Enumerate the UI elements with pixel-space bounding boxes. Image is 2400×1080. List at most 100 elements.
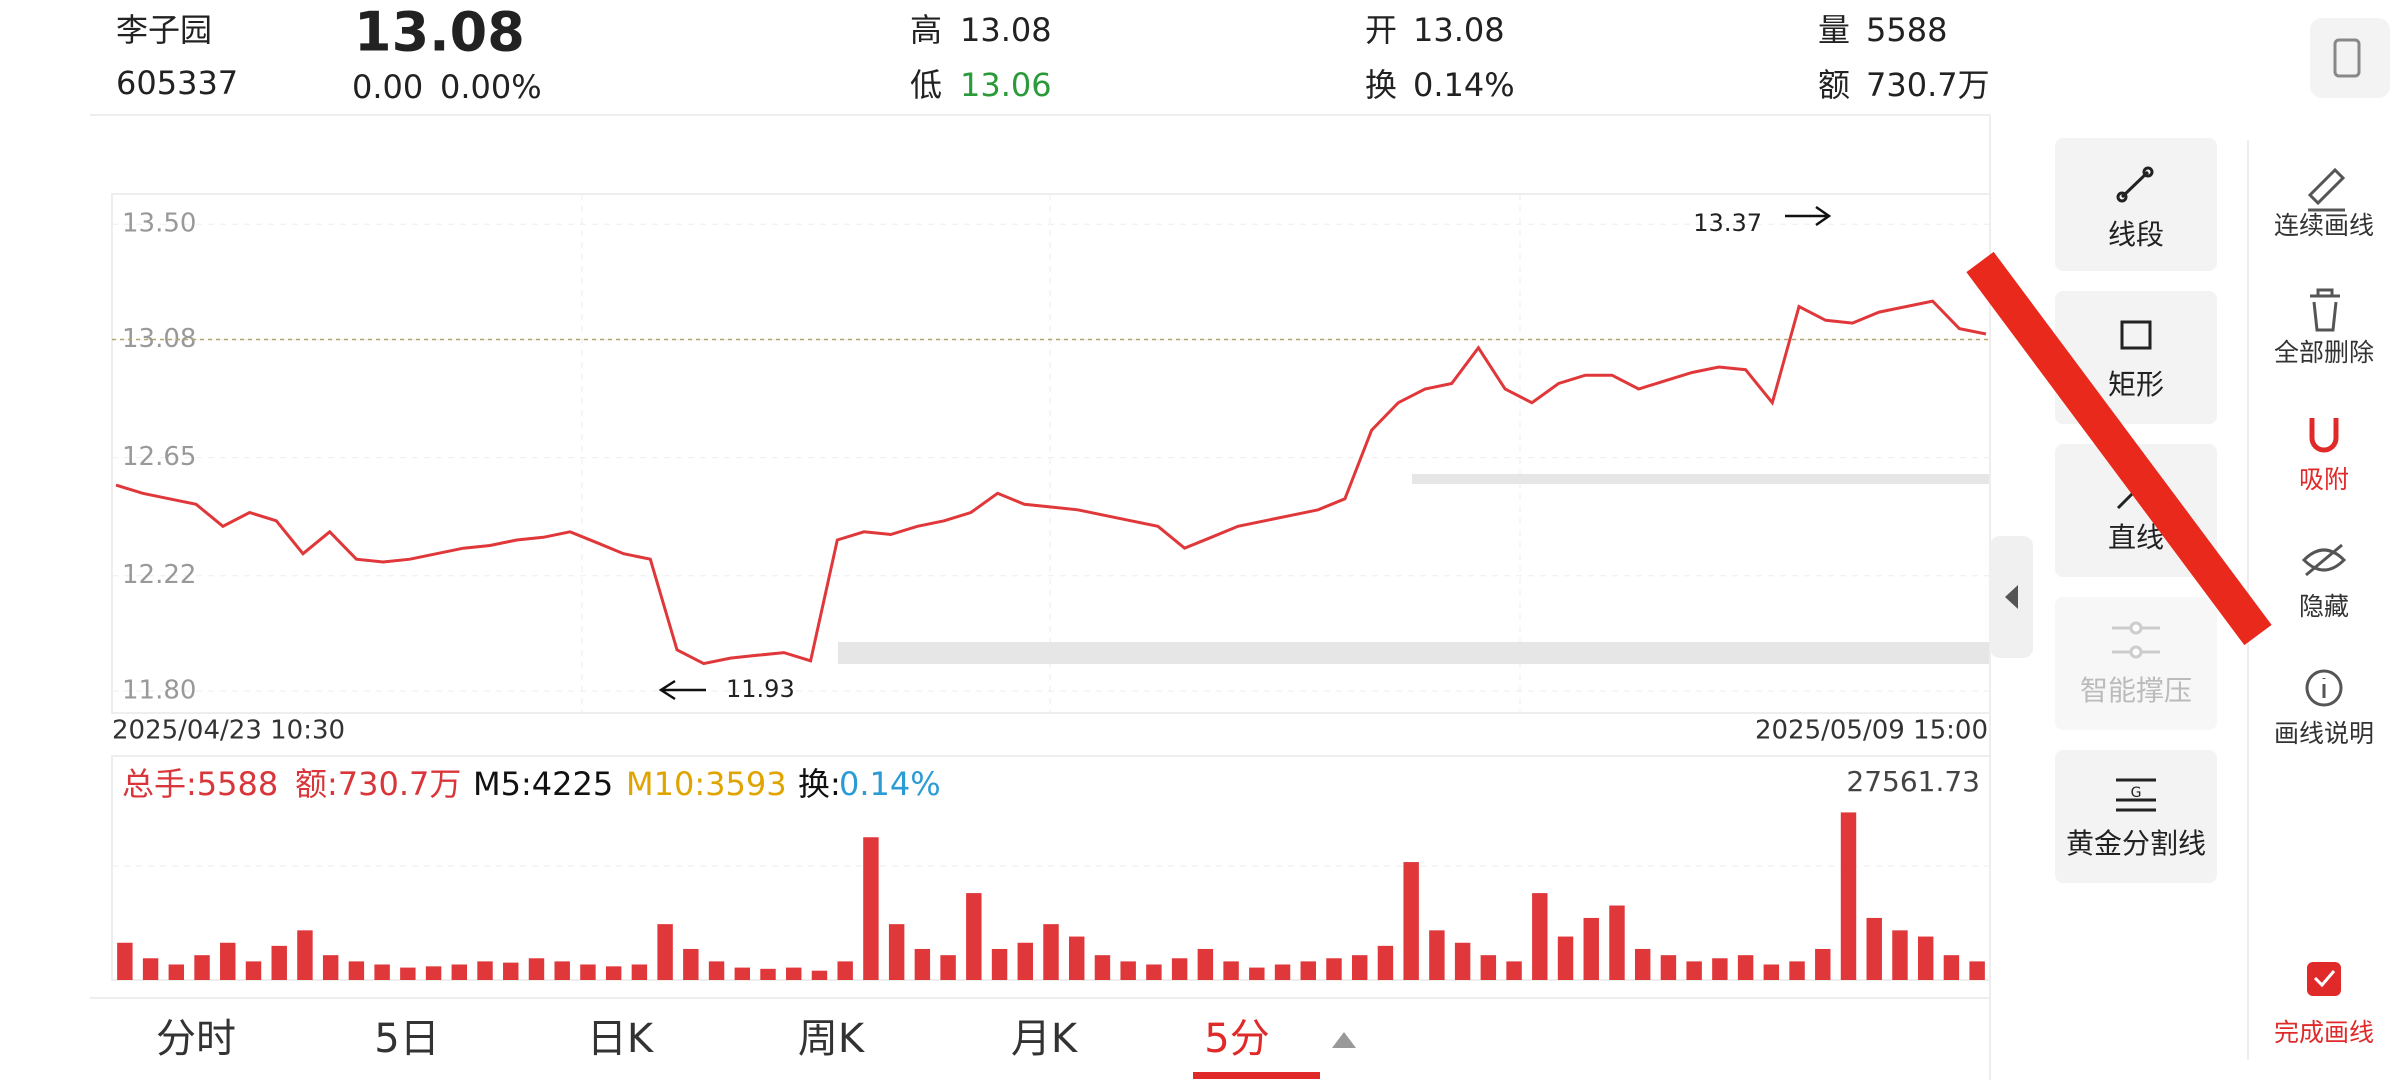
volume-bar xyxy=(477,961,493,980)
side-action[interactable]: 隐藏 xyxy=(2299,592,2349,621)
volume-bar xyxy=(1789,961,1805,980)
volume-bar xyxy=(734,967,751,980)
tool-button-disabled[interactable] xyxy=(2055,597,2217,730)
volume-bar xyxy=(1197,948,1214,980)
volume-bar xyxy=(1043,924,1059,980)
volume-bar xyxy=(297,930,313,980)
volume-bar xyxy=(1763,964,1780,980)
volume-bar xyxy=(1274,964,1291,980)
volume-bar xyxy=(1557,936,1574,980)
volume-bar xyxy=(1171,958,1188,980)
volume-chart xyxy=(111,755,1991,981)
annotation-stroke xyxy=(1966,251,2272,646)
tool-button[interactable] xyxy=(2055,138,2217,271)
volume-bar xyxy=(194,955,210,980)
volume-bar xyxy=(1094,955,1111,980)
side-action[interactable]: 画线说明 xyxy=(2274,719,2374,748)
tab[interactable]: 日K xyxy=(587,1016,655,1062)
icon: G xyxy=(2131,785,2142,801)
label: 低 xyxy=(910,66,942,104)
legend-turnover-label: 换: xyxy=(798,765,841,803)
icon xyxy=(2129,645,2143,659)
price: 13.08 xyxy=(354,1,525,64)
legend-turnover: 0.14% xyxy=(839,765,941,803)
side-action[interactable]: 吸附 xyxy=(2299,465,2349,494)
volume-bar xyxy=(657,924,673,980)
volume-bar xyxy=(1454,942,1471,980)
label: 额 xyxy=(1818,66,1850,104)
gap-band xyxy=(1412,474,1990,484)
icon xyxy=(2307,962,2341,996)
y-tick-label: 12.65 xyxy=(122,442,196,472)
tool-label: 黄金分割线 xyxy=(2066,827,2206,860)
icon xyxy=(2120,170,2150,199)
volume-bar xyxy=(580,964,596,980)
dropdown-arrow[interactable] xyxy=(1332,1032,1356,1048)
volume-bar xyxy=(1737,955,1754,980)
tool-label: 智能撑压 xyxy=(2080,674,2192,707)
volume-bar xyxy=(1120,961,1136,980)
volume-bar xyxy=(1223,961,1239,980)
change: 0.00 xyxy=(352,68,423,106)
volume-bar xyxy=(1532,893,1548,980)
volume-bar xyxy=(1943,955,1960,980)
legend-m5: M5:4225 xyxy=(473,765,613,803)
label: 高 xyxy=(910,11,942,49)
value: 5588 xyxy=(1866,11,1947,49)
side-action[interactable]: 完成画线 xyxy=(2274,1018,2374,1047)
volume-bar xyxy=(348,961,365,980)
tab[interactable]: 5日 xyxy=(374,1016,439,1062)
arrow xyxy=(1785,205,1832,227)
volume-bar xyxy=(1249,967,1265,980)
tab[interactable]: 月K xyxy=(1011,1016,1079,1062)
icon xyxy=(2333,38,2361,78)
device-button[interactable] xyxy=(2310,18,2390,98)
legend-amount: 额:730.7万 xyxy=(295,765,461,803)
volume-bar xyxy=(760,968,776,980)
volume-bar xyxy=(1017,942,1033,980)
value: 13.08 xyxy=(1413,11,1505,49)
volume-bar xyxy=(631,964,648,980)
tab[interactable]: 分时 xyxy=(156,1016,236,1062)
icon xyxy=(2305,669,2343,707)
min-label: 11.93 xyxy=(726,675,795,703)
tool-button[interactable] xyxy=(2055,750,2217,883)
volume-bar xyxy=(940,955,956,980)
volume-bar xyxy=(1660,955,1677,980)
volume-bar xyxy=(1300,961,1316,980)
max-label: 13.37 xyxy=(1693,209,1762,237)
end-time: 2025/05/09 15:00 xyxy=(1755,716,1988,746)
volume-bar xyxy=(503,962,519,980)
volume-bar xyxy=(245,961,262,980)
tool-label: 直线 xyxy=(2108,521,2164,554)
label: 量 xyxy=(1818,11,1850,49)
stock-code: 605337 xyxy=(116,64,238,102)
volume-bar xyxy=(400,967,416,980)
side-action[interactable]: 全部删除 xyxy=(2274,338,2374,367)
tab[interactable]: 周K xyxy=(798,1016,866,1062)
volume-bar xyxy=(451,964,468,980)
icon xyxy=(2309,418,2339,453)
side-action[interactable]: 连续画线 xyxy=(2274,211,2374,240)
volume-bar xyxy=(1969,961,1985,980)
volume-bar xyxy=(786,967,802,980)
volume-bar xyxy=(1377,945,1394,980)
icon xyxy=(2116,191,2128,203)
stock-name: 李子园 xyxy=(116,11,212,49)
tab-underline xyxy=(1193,1072,1320,1079)
volume-bar xyxy=(837,961,853,980)
value: 0.14% xyxy=(1413,66,1515,104)
volume-bar xyxy=(1815,948,1831,980)
volume-bar xyxy=(117,942,133,980)
change-percent: 0.00% xyxy=(440,68,542,106)
value: 13.08 xyxy=(960,11,1052,49)
volume-bar xyxy=(914,948,931,980)
volume-bar xyxy=(708,961,725,980)
icon xyxy=(2142,166,2154,178)
icon xyxy=(2116,778,2156,812)
value: 13.06 xyxy=(960,66,1052,104)
tab-active[interactable]: 5分 xyxy=(1204,1016,1269,1062)
